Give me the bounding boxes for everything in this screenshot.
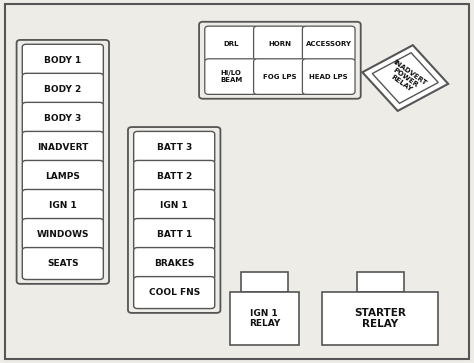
FancyBboxPatch shape — [17, 40, 109, 284]
Text: ACCESSORY: ACCESSORY — [306, 41, 352, 47]
FancyBboxPatch shape — [254, 26, 306, 62]
Text: HEAD LPS: HEAD LPS — [310, 74, 348, 79]
Text: IGN 1: IGN 1 — [160, 201, 188, 210]
FancyBboxPatch shape — [134, 189, 215, 221]
FancyBboxPatch shape — [302, 26, 355, 62]
Text: BATT 2: BATT 2 — [156, 172, 192, 181]
Text: INADVERT: INADVERT — [37, 143, 89, 152]
Bar — [356, 272, 404, 292]
Text: BODY 3: BODY 3 — [44, 114, 82, 123]
Text: STARTER
RELAY: STARTER RELAY — [355, 308, 406, 329]
Bar — [240, 272, 288, 292]
Text: SEATS: SEATS — [47, 259, 79, 268]
FancyBboxPatch shape — [22, 160, 103, 192]
Text: BRAKES: BRAKES — [154, 259, 194, 268]
FancyBboxPatch shape — [22, 219, 103, 250]
Text: BODY 1: BODY 1 — [44, 56, 82, 65]
FancyBboxPatch shape — [22, 102, 103, 134]
Bar — [322, 292, 438, 345]
Text: COOL FNS: COOL FNS — [148, 288, 200, 297]
Text: BATT 1: BATT 1 — [156, 230, 192, 239]
FancyBboxPatch shape — [134, 160, 215, 192]
Bar — [230, 292, 299, 345]
FancyBboxPatch shape — [134, 277, 215, 309]
FancyBboxPatch shape — [134, 248, 215, 280]
FancyBboxPatch shape — [205, 59, 257, 94]
FancyBboxPatch shape — [22, 73, 103, 105]
Text: WINDOWS: WINDOWS — [36, 230, 89, 239]
FancyBboxPatch shape — [22, 189, 103, 221]
Text: BODY 2: BODY 2 — [44, 85, 82, 94]
Text: IGN 1
RELAY: IGN 1 RELAY — [249, 309, 280, 328]
Text: HORN: HORN — [268, 41, 292, 47]
Polygon shape — [372, 53, 438, 103]
Polygon shape — [362, 45, 448, 111]
FancyBboxPatch shape — [22, 44, 103, 76]
FancyBboxPatch shape — [199, 22, 361, 99]
Text: LAMPS: LAMPS — [46, 172, 80, 181]
Text: BATT 3: BATT 3 — [156, 143, 192, 152]
FancyBboxPatch shape — [22, 248, 103, 280]
Text: FOG LPS: FOG LPS — [263, 74, 297, 79]
Text: INADVERT
POWER
RELAY: INADVERT POWER RELAY — [383, 58, 427, 98]
Text: IGN 1: IGN 1 — [49, 201, 77, 210]
FancyBboxPatch shape — [134, 131, 215, 163]
Text: HI/LO
BEAM: HI/LO BEAM — [220, 70, 242, 83]
FancyBboxPatch shape — [128, 127, 220, 313]
FancyBboxPatch shape — [134, 219, 215, 250]
FancyBboxPatch shape — [205, 26, 257, 62]
Text: DRL: DRL — [223, 41, 239, 47]
FancyBboxPatch shape — [302, 59, 355, 94]
FancyBboxPatch shape — [254, 59, 306, 94]
FancyBboxPatch shape — [22, 131, 103, 163]
